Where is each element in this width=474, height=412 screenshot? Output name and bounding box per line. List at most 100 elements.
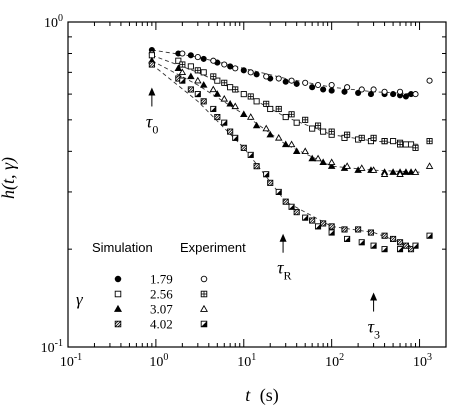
annotation-label: τ0 [146, 111, 158, 136]
plot-frame [67, 21, 447, 348]
sim-point-2.56 [214, 77, 221, 84]
sim-point-2.56 [240, 91, 247, 98]
marker-shape [292, 147, 301, 155]
sim-point-4.02 [253, 163, 260, 170]
sim-point-3.07 [226, 99, 234, 107]
exp-point-4.02 [412, 242, 419, 249]
marker-detail [293, 209, 300, 216]
marker-detail [190, 89, 194, 93]
x-tick-label-exp: 0 [163, 352, 168, 363]
marker-shape [314, 154, 322, 162]
marker-detail [227, 128, 231, 132]
sim-point-4.02 [200, 98, 207, 105]
marker-detail [320, 220, 327, 227]
marker-detail [232, 135, 238, 141]
legend-gamma-value: 4.02 [150, 317, 173, 332]
marker-shape [390, 91, 397, 98]
marker-shape [369, 166, 378, 173]
exp-point-3.07 [425, 162, 434, 169]
exp-point-4.02 [179, 77, 186, 84]
exp-point-3.07 [380, 170, 389, 177]
sim-point-1.79 [187, 52, 194, 59]
exp-point-2.56 [275, 105, 282, 113]
marker-shape [210, 57, 217, 64]
annotation-arrow-head [370, 292, 378, 301]
sim-point-3.07 [281, 140, 290, 148]
y-tick-label: 10-1 [41, 338, 63, 356]
marker-shape [288, 77, 295, 84]
marker-shape [320, 128, 327, 135]
annotation-symbol: τ [146, 111, 153, 131]
x-tick-label-exp: 1 [251, 352, 256, 363]
marker-shape [407, 168, 415, 175]
annotation-subscript: R [284, 269, 292, 283]
plot-border [67, 21, 447, 348]
x-tick-label-base: 10 [60, 355, 74, 370]
legend-row-3.07: 3.07 [114, 302, 208, 317]
marker-detail [329, 229, 335, 236]
marker-detail [285, 201, 289, 205]
marker-shape [194, 54, 201, 61]
marker-shape [407, 141, 415, 148]
exp-point-1.79 [412, 91, 419, 98]
marker-detail [282, 198, 289, 205]
marker-detail [200, 98, 204, 102]
marker-shape [320, 86, 327, 93]
annotation-tau3: τ3 [368, 292, 380, 342]
y-tick-label-exp: 0 [58, 13, 63, 24]
sim-point-4.02 [240, 144, 247, 151]
marker-detail [397, 239, 403, 246]
marker-shape [355, 89, 362, 96]
marker-shape [175, 57, 182, 64]
marker-shape [370, 86, 377, 93]
marker-shape [319, 158, 327, 166]
exp-point-1.79 [314, 81, 322, 89]
marker-shape [240, 67, 247, 74]
marker-detail [390, 236, 396, 242]
sim-point-3.07 [213, 90, 222, 97]
marker-shape [253, 98, 260, 105]
marker-detail [269, 182, 274, 186]
marker-detail [309, 217, 316, 224]
marker-shape [200, 275, 208, 283]
marker-detail [296, 211, 300, 216]
exp-point-3.07 [396, 170, 404, 177]
marker-shape [231, 102, 240, 110]
marker-shape [240, 91, 247, 98]
y-tick-label-base: 10 [44, 16, 58, 31]
sim-point-1.79 [367, 91, 375, 98]
marker-shape [200, 55, 207, 62]
sim-point-3.07 [327, 162, 336, 169]
marker-detail [403, 242, 407, 246]
exp-point-4.02 [221, 119, 228, 126]
marker-shape [389, 168, 397, 175]
marker-shape [281, 140, 290, 148]
sim-point-2.56 [402, 141, 409, 148]
exp-point-1.79 [358, 86, 365, 93]
marker-detail [151, 64, 155, 68]
sim-point-4.02 [214, 113, 221, 121]
marker-shape [213, 90, 222, 97]
sim-point-1.79 [253, 71, 260, 78]
marker-detail [384, 235, 388, 239]
marker-shape [209, 85, 218, 93]
marker-detail [243, 147, 247, 151]
legend-gamma-value: 3.07 [150, 302, 173, 317]
exp-point-2.56 [381, 138, 388, 145]
exp-point-2.56 [247, 93, 254, 100]
marker-detail [175, 75, 182, 82]
sim-point-2.56 [390, 138, 397, 145]
marker-detail [288, 204, 295, 210]
sim-point-4.02 [148, 61, 155, 68]
legend-exp-marker [200, 290, 208, 298]
marker-detail [368, 229, 372, 233]
exp-point-4.02 [328, 229, 335, 236]
exp-point-1.79 [232, 65, 239, 72]
sim-point-2.56 [293, 119, 300, 126]
marker-detail [148, 61, 155, 68]
sim-point-4.02 [267, 179, 274, 186]
marker-shape [327, 158, 336, 166]
marker-detail [210, 106, 216, 112]
